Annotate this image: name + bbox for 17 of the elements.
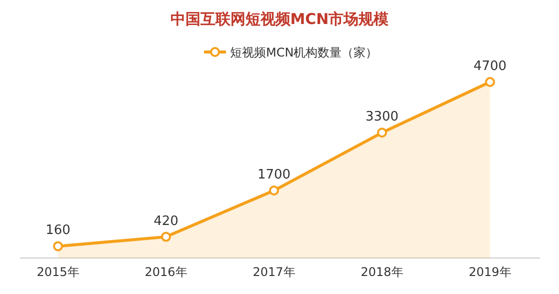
- point: [377, 128, 387, 138]
- data-label: 3300: [365, 110, 399, 125]
- x-tick-label: 2018年: [360, 265, 404, 279]
- x-tick-label: 2015年: [36, 265, 80, 279]
- x-tick-label: 2016年: [144, 265, 188, 279]
- data-label: 160: [46, 223, 70, 238]
- data-label: 4700: [473, 59, 507, 74]
- legend-label: 短视频MCN机构数量（家）: [230, 46, 378, 60]
- point: [485, 77, 495, 87]
- point: [161, 232, 171, 242]
- data-label: 1700: [257, 168, 291, 183]
- x-tick-label: 2017年: [252, 265, 296, 279]
- point: [269, 186, 279, 196]
- point: [53, 241, 63, 252]
- chart-title: 中国互联网短视频MCN市场规模: [170, 10, 390, 28]
- x-tick-label: 2019年: [468, 265, 512, 279]
- data-label: 420: [154, 214, 178, 229]
